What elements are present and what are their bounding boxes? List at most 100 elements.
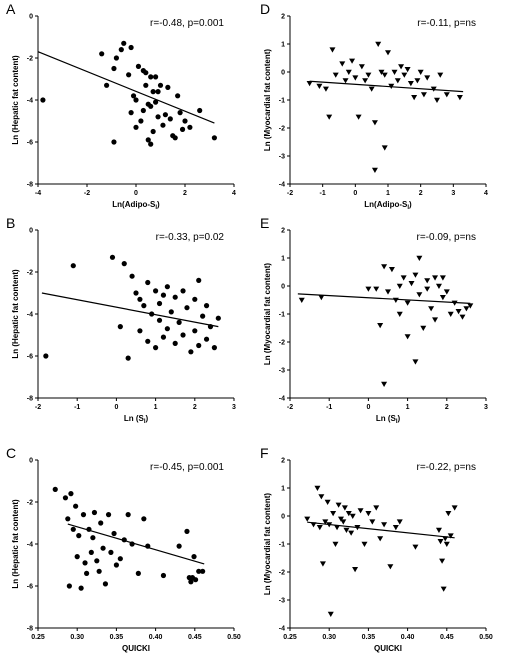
data-point [411, 95, 418, 101]
data-point [369, 519, 376, 525]
data-point [160, 334, 167, 340]
data-point [400, 275, 407, 281]
x-tick-label: 1 [154, 404, 158, 411]
data-point [148, 103, 154, 109]
y-tick-label: 2 [281, 228, 285, 235]
regression-line [307, 521, 455, 539]
x-tick-label: -2 [287, 404, 293, 411]
x-tick-label: 3 [232, 404, 236, 411]
data-point [99, 51, 105, 57]
data-point [109, 254, 116, 260]
data-point [432, 275, 439, 281]
data-point [197, 107, 203, 114]
x-tick-label: -2 [287, 190, 293, 197]
data-point [113, 562, 119, 568]
x-axis-label-main: Ln(Adipo-S [112, 200, 156, 209]
regression-line [37, 51, 215, 124]
data-point [392, 525, 399, 531]
y-axis-label: Ln (Myocardial fat content) [263, 49, 272, 152]
data-point [126, 72, 132, 78]
y-tick-label: 0 [281, 284, 285, 291]
data-point [430, 86, 437, 92]
data-point [141, 303, 147, 309]
x-tick-label: 3 [451, 190, 455, 197]
data-point [196, 277, 202, 283]
data-point [447, 311, 454, 317]
panel-letter: D [260, 1, 270, 17]
data-point [130, 93, 137, 99]
data-point [371, 120, 378, 126]
data-point [40, 97, 46, 103]
x-axis-label: Ln (SI) [124, 414, 149, 425]
data-point [412, 272, 419, 278]
data-point [381, 72, 388, 78]
data-point [340, 519, 347, 525]
data-point [184, 528, 190, 535]
data-point [117, 324, 123, 330]
data-point [143, 82, 149, 88]
data-point [121, 537, 127, 543]
data-point [117, 556, 123, 562]
data-point [160, 122, 166, 128]
data-point [378, 69, 385, 75]
data-point [348, 530, 355, 536]
data-point [188, 349, 194, 355]
data-point [176, 543, 182, 549]
x-tick-label: 4 [484, 190, 488, 197]
data-point [88, 549, 94, 556]
y-tick-label: -1 [279, 312, 285, 319]
regression-line [309, 80, 464, 93]
y-axis-label: Ln (Hepatic fat content) [11, 269, 20, 359]
data-point [442, 536, 449, 542]
regression-line [297, 293, 471, 304]
data-point [408, 281, 415, 287]
data-point [335, 502, 342, 508]
panel-c: C 0.25 0.30 0.35 0.40 0.45 0.50 -8 -6 -4 -2 0 QUICKI… [6, 445, 241, 653]
data-point [98, 520, 104, 526]
data-point [322, 519, 329, 525]
data-point [160, 572, 167, 579]
data-point [43, 353, 49, 359]
y-tick-label: -8 [27, 396, 33, 403]
data-point [200, 568, 206, 574]
data-point [191, 554, 197, 560]
data-point [329, 47, 336, 53]
data-point [357, 508, 364, 514]
data-point [172, 135, 178, 141]
data-point [70, 526, 76, 532]
data-point [140, 107, 146, 114]
data-point [332, 541, 339, 547]
data-point [443, 289, 450, 295]
y-tick-label: -1 [279, 98, 285, 105]
y-tick-label: 0 [29, 14, 33, 21]
data-point [215, 315, 221, 321]
data-point [118, 47, 124, 53]
x-tick-label: 0.45 [188, 634, 202, 641]
data-point [150, 89, 156, 95]
x-tick-label: 0.50 [479, 634, 493, 641]
data-point [391, 69, 398, 75]
data-point [362, 78, 369, 84]
data-point [138, 118, 144, 124]
data-point [111, 139, 117, 145]
x-tick-label: 0.35 [110, 634, 124, 641]
y-tick-label: -4 [27, 542, 33, 549]
data-point [412, 544, 419, 550]
y-tick-label: -6 [27, 354, 33, 361]
x-tick-label: 1 [386, 190, 390, 197]
data-point [113, 55, 119, 61]
data-point [318, 295, 325, 301]
data-point [153, 99, 159, 105]
data-point [207, 324, 214, 330]
x-tick-label: -2 [35, 404, 41, 411]
data-point [439, 295, 446, 301]
x-tick-label: 2 [193, 404, 197, 411]
y-axis-label: Ln (Hepatic fat content) [11, 499, 20, 589]
data-point [388, 83, 395, 89]
y-tick-label: 2 [281, 14, 285, 21]
data-point [177, 110, 183, 116]
y-tick-label: -4 [279, 396, 285, 403]
x-tick-label: 0.30 [70, 634, 84, 641]
x-tick-label: 2 [445, 404, 449, 411]
data-point [365, 72, 372, 78]
